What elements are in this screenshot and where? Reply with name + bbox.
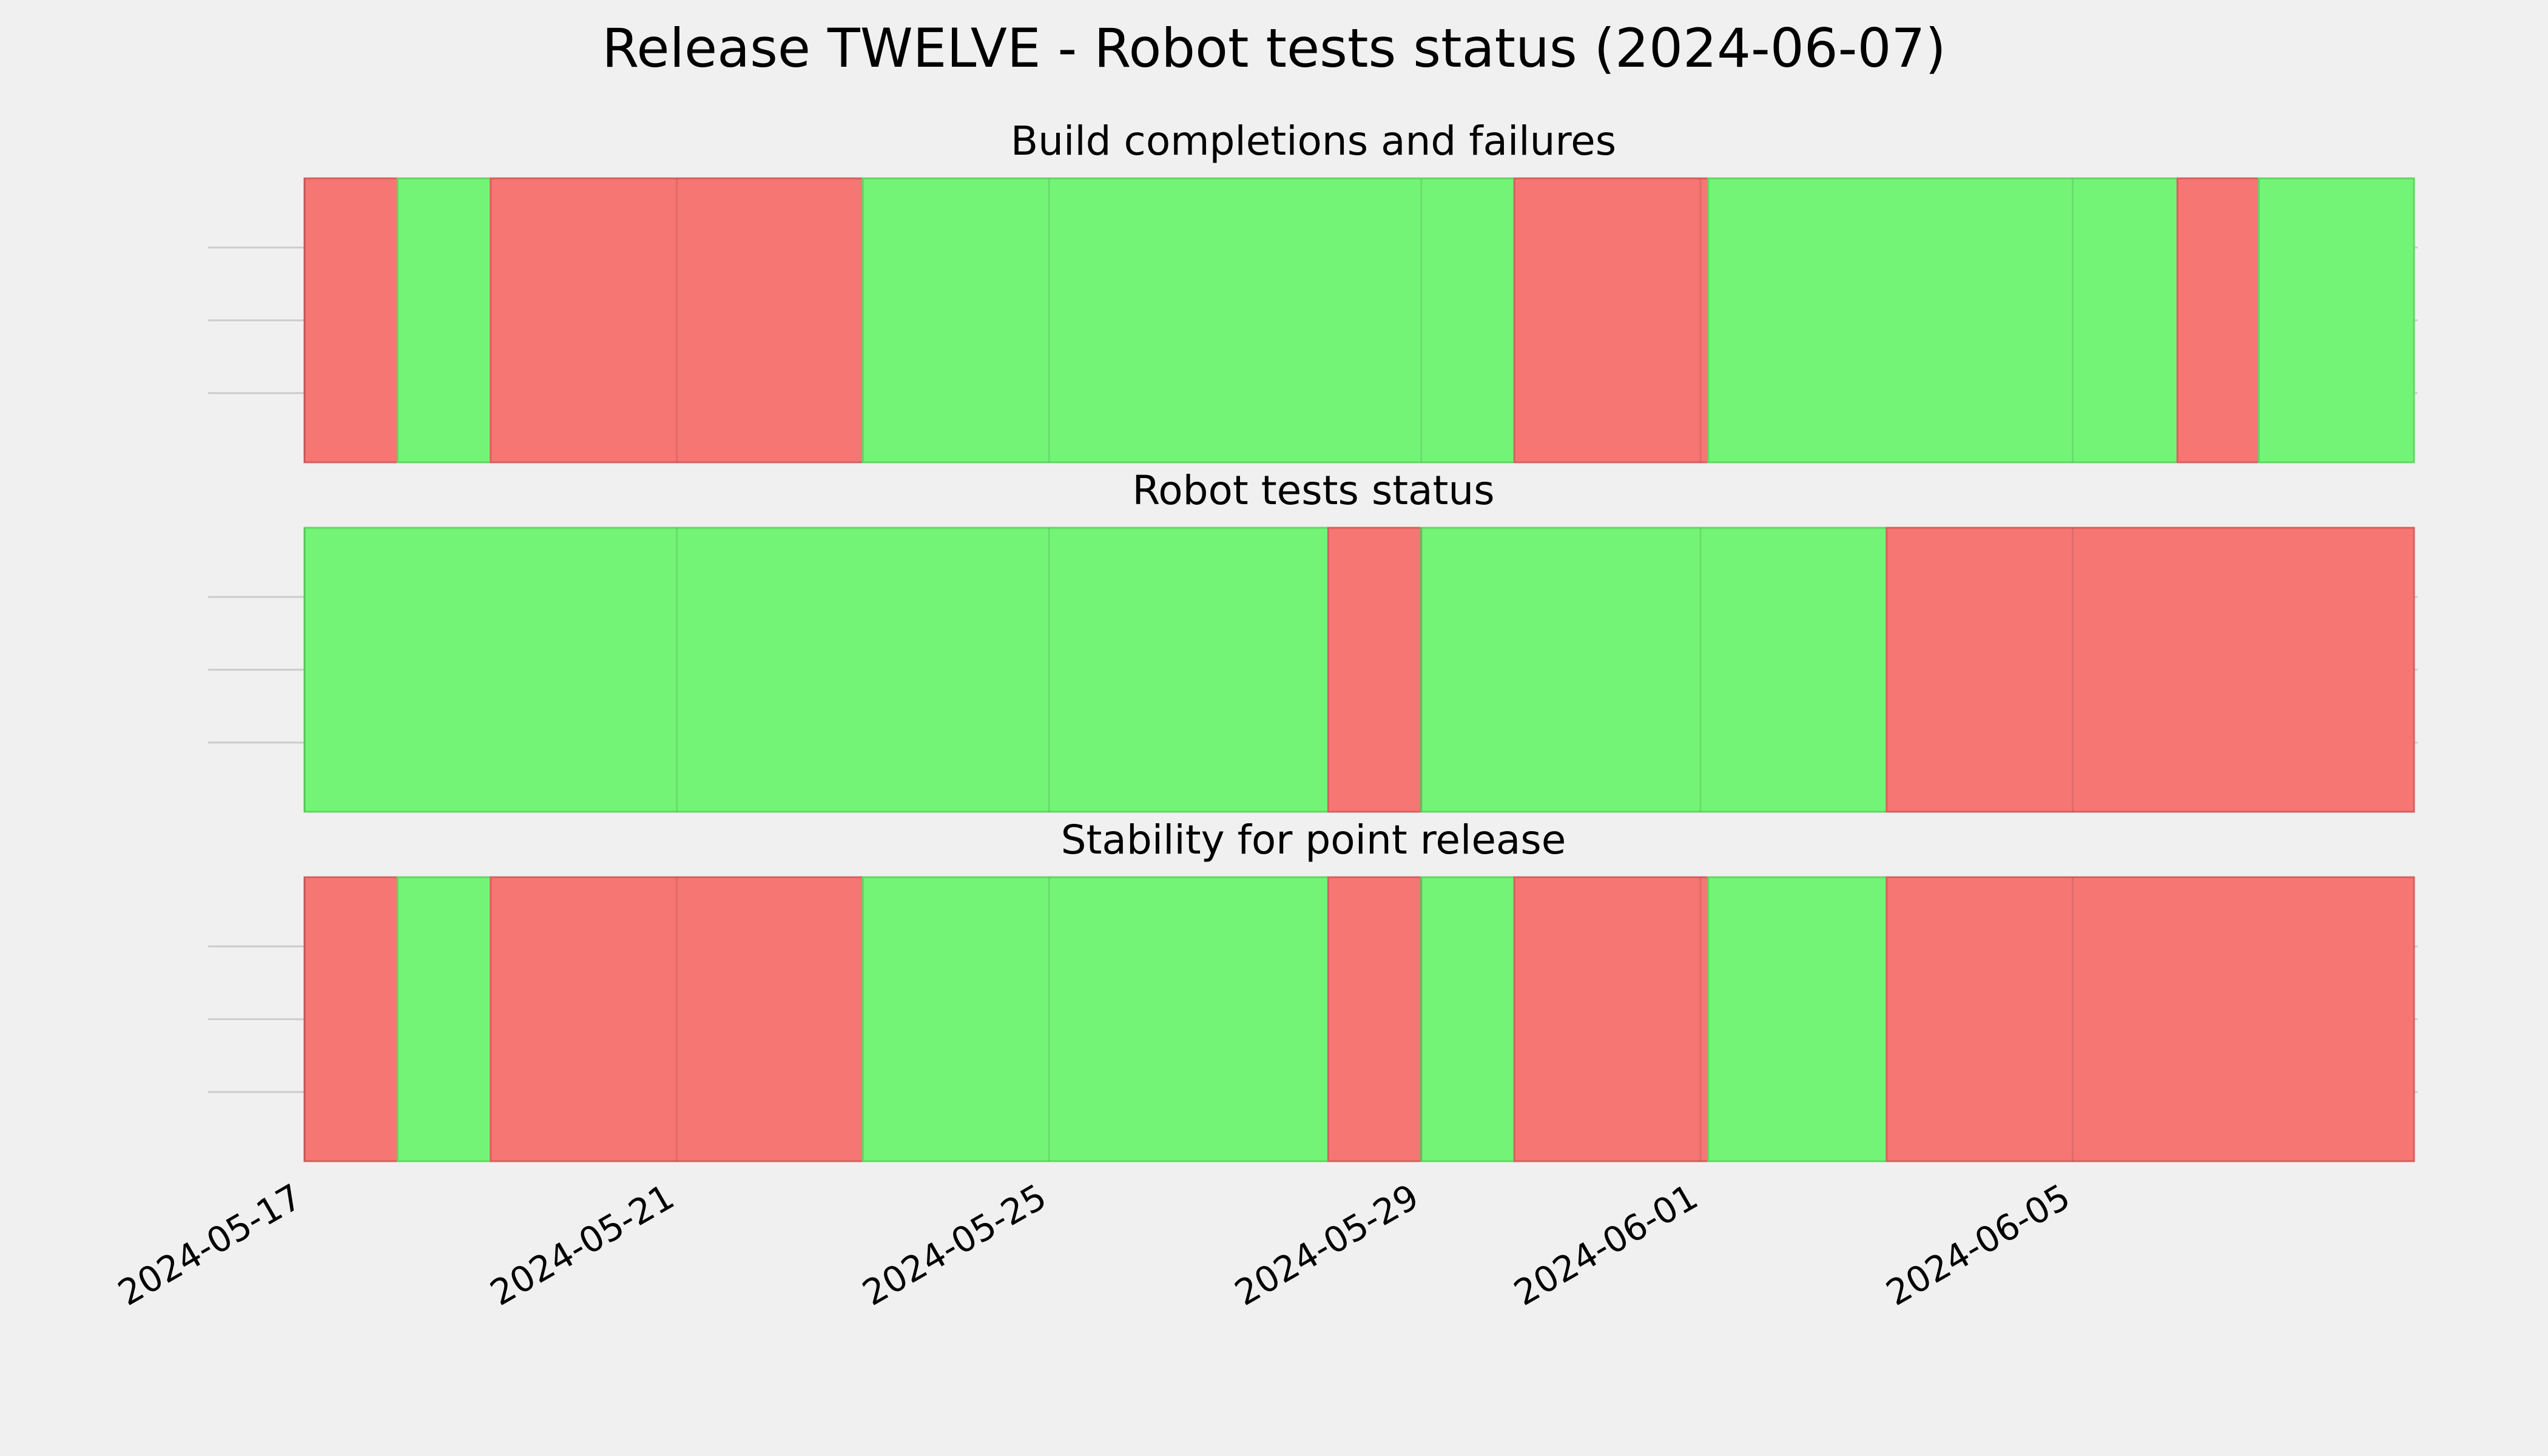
status-segment-fail bbox=[1513, 177, 1710, 463]
status-segment-pass bbox=[1420, 527, 1888, 813]
status-segment-pass bbox=[861, 876, 1329, 1162]
status-segment-pass bbox=[396, 876, 492, 1162]
status-segment-fail bbox=[2176, 177, 2260, 463]
panel-build-bars bbox=[303, 177, 2415, 463]
status-segment-pass bbox=[1707, 876, 1888, 1162]
status-segment-fail bbox=[1513, 876, 1710, 1162]
status-segment-pass bbox=[861, 177, 1515, 463]
status-segment-fail bbox=[1886, 527, 2415, 813]
status-segment-pass bbox=[303, 527, 1329, 813]
chart-title: Release TWELVE - Robot tests status (202… bbox=[602, 17, 1946, 79]
panel-robot: Robot tests status bbox=[208, 467, 2418, 813]
panel-stability-bars bbox=[303, 876, 2415, 1162]
status-segment-fail bbox=[1886, 876, 2415, 1162]
status-segment-pass bbox=[1707, 177, 2179, 463]
panel-stability-title: Stability for point release bbox=[1061, 817, 1566, 863]
panel-stability: Stability for point release bbox=[208, 817, 2418, 1162]
panel-robot-bars bbox=[303, 527, 2415, 813]
status-segment-fail bbox=[490, 876, 864, 1162]
status-segment-fail bbox=[1327, 876, 1423, 1162]
status-segment-pass bbox=[396, 177, 492, 463]
status-segment-fail bbox=[490, 177, 864, 463]
status-segment-fail bbox=[1327, 527, 1423, 813]
status-segment-pass bbox=[2257, 177, 2415, 463]
status-segment-pass bbox=[1420, 876, 1515, 1162]
panel-robot-title: Robot tests status bbox=[1132, 467, 1494, 514]
status-segment-fail bbox=[303, 876, 399, 1162]
status-segment-fail bbox=[303, 177, 399, 463]
panel-build-title: Build completions and failures bbox=[1011, 118, 1616, 164]
panel-build: Build completions and failures bbox=[208, 118, 2418, 463]
